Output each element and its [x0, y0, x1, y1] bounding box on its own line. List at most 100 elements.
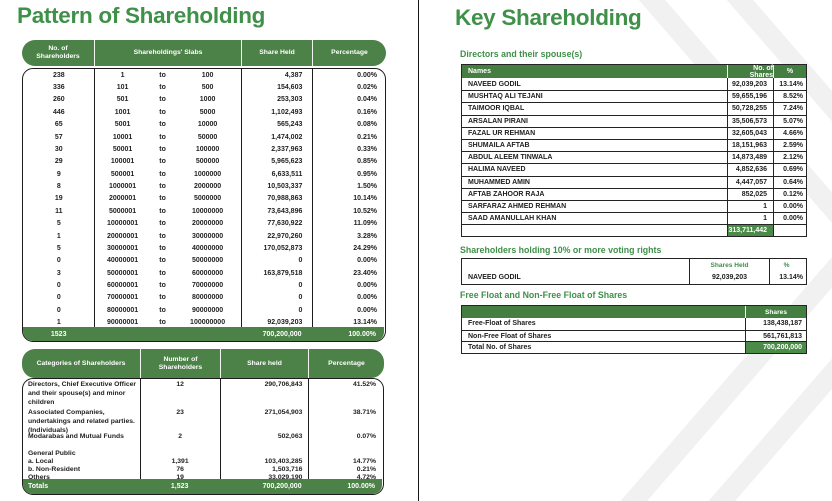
slab-to: 60000000	[192, 269, 224, 277]
category-label: a. Local	[28, 457, 54, 465]
slab-from: 10001	[112, 133, 133, 141]
voting-rights-table: Shares Held % NAVEED GODIL 92,039,203 13…	[461, 258, 807, 285]
category-count: 2	[178, 432, 183, 440]
slab-range: 10001 to 50000	[95, 134, 241, 141]
category-count: 23	[176, 408, 184, 416]
float-row-value: 138,438,187	[745, 318, 806, 330]
percentage-value: 11.09%	[353, 220, 377, 228]
slab-to-label: to	[159, 282, 166, 290]
categories-table-row: b. Non-Resident 76 1,503,716 0.21%	[23, 464, 383, 473]
shareholders-count: 1	[56, 232, 61, 240]
slab-range: 60000001 to 70000000	[95, 282, 241, 289]
director-shares: 18,151,963	[727, 139, 773, 152]
director-percent: 4.66%	[773, 127, 806, 139]
slab-to: 10000	[197, 121, 218, 129]
percentage-value: 0.02%	[357, 84, 377, 92]
directors-table-row: AFTAB ZAHOOR RAJA 852,025 0.12%	[462, 187, 806, 200]
slab-range: 40000001 to 50000000	[95, 257, 241, 264]
share-held-value: 2,337,963	[271, 145, 303, 153]
percentage-value: 0.00%	[357, 257, 377, 265]
slab-to-label: to	[159, 220, 166, 228]
float-row-value: 561,761,813	[745, 330, 806, 342]
director-name: FAZAL UR REHMAN	[468, 129, 536, 137]
slabs-table-row: 8 1000001 to 2000000 10,503,337 1.50%	[23, 180, 385, 192]
total-percentage: 100.00%	[348, 330, 376, 338]
slab-to-label: to	[159, 257, 166, 265]
slab-range: 10000001 to 20000000	[95, 220, 241, 227]
category-label: Associated Companies, undertakings and r…	[28, 408, 135, 435]
voting-header-shares-held: Shares Held	[689, 259, 769, 271]
slabs-table-row: 1 90000001 to 100000000 92,039,203 13.14…	[23, 317, 385, 329]
slab-to-label: to	[159, 269, 166, 277]
director-percent: 0.00%	[773, 200, 806, 213]
shareholders-count: 238	[52, 71, 65, 79]
percentage-value: 13.14%	[353, 319, 377, 327]
float-rows: Free-Float of Shares 138,438,187 Non-Fre…	[462, 318, 806, 342]
voting-table-row: NAVEED GODIL 92,039,203 13.14%	[462, 271, 806, 284]
shareholders-count: 57	[54, 133, 63, 141]
director-shares: 4,852,636	[727, 164, 773, 176]
category-shares: 502,063	[277, 432, 303, 440]
category-count: 76	[176, 465, 184, 473]
slab-from: 50001	[112, 145, 133, 153]
percentage-value: 0.00%	[357, 294, 377, 302]
total-shareholders: 1523	[50, 330, 67, 338]
percentage-value: 23.40%	[353, 269, 377, 277]
category-label: Modarabas and Mutual Funds	[28, 432, 124, 440]
share-held-value: 154,603	[277, 84, 303, 92]
slabs-header-share-held: Share Held	[241, 40, 312, 66]
category-label: Directors, Chief Executive Officer and t…	[28, 380, 137, 407]
slabs-table-row: 65 5001 to 10000 565,243 0.08%	[23, 119, 385, 131]
slabs-table-row: 29 100001 to 500000 5,965,623 0.85%	[23, 156, 385, 168]
slabs-rows: 238 1 to 100 4,387 0.00% 336 101 to 500 …	[23, 69, 385, 329]
slab-to: 50000000	[192, 257, 224, 265]
percentage-value: 0.95%	[357, 170, 377, 178]
director-name: SHUMAILA AFTAB	[468, 142, 530, 150]
slabs-table-row: 57 10001 to 50000 1,474,002 0.21%	[23, 131, 385, 143]
slab-from: 90000001	[107, 319, 139, 327]
percentage-value: 0.00%	[357, 306, 377, 314]
share-held-value: 10,503,337	[267, 183, 303, 191]
shareholders-count: 0	[56, 282, 61, 290]
share-held-value: 163,879,518	[263, 269, 303, 277]
slab-to: 100000	[195, 145, 220, 153]
director-percent: 0.12%	[773, 188, 806, 200]
shareholders-count: 446	[52, 108, 65, 116]
director-shares: 59,655,196	[727, 91, 773, 103]
float-total-row: Total No. of Shares 700,200,000	[462, 341, 806, 354]
share-held-value: 0	[298, 257, 303, 265]
slab-range: 50001 to 100000	[95, 146, 241, 153]
director-shares: 1	[727, 200, 773, 213]
slab-to: 50000	[197, 133, 218, 141]
column-separator	[220, 379, 221, 480]
slabs-table-row: 446 1001 to 5000 1,102,493 0.16%	[23, 106, 385, 118]
slab-range: 1000001 to 2000000	[95, 183, 241, 190]
shareholders-count: 0	[56, 294, 61, 302]
shareholders-count: 1	[56, 319, 61, 327]
share-held-value: 253,303	[277, 96, 303, 104]
slab-to-label: to	[159, 195, 166, 203]
categories-header-number: Number of Shareholders	[140, 349, 220, 378]
slab-to-label: to	[159, 71, 166, 79]
float-table-header: Shares	[462, 306, 806, 318]
category-count: 1,391	[171, 457, 189, 465]
shareholders-count: 336	[52, 84, 65, 92]
slab-from: 101	[116, 84, 129, 92]
categories-rows: Directors, Chief Executive Officer and t…	[23, 379, 383, 481]
slab-from: 30000001	[107, 244, 139, 252]
slab-to-label: to	[159, 158, 166, 166]
category-percentage: 41.52%	[352, 380, 376, 388]
category-percentage: 4.72%	[356, 473, 376, 481]
slabs-header-percentage: Percentage	[312, 40, 386, 66]
categories-table-row: Modarabas and Mutual Funds 2 502,063 0.0…	[23, 431, 383, 448]
float-row-label: Free-Float of Shares	[468, 320, 536, 328]
directors-table-row: SHUMAILA AFTAB 18,151,963 2.59%	[462, 138, 806, 152]
directors-rows: NAVEED GODIL 92,039,203 13.14% MUSHTAQ A…	[462, 78, 806, 225]
slab-to-label: to	[159, 121, 166, 129]
categories-table-row: a. Local 1,391 103,403,285 14.77%	[23, 456, 383, 465]
slab-to-label: to	[159, 96, 166, 104]
director-name: SAAD AMANULLAH KHAN	[468, 215, 557, 223]
director-percent: 8.52%	[773, 91, 806, 103]
shareholders-count: 11	[55, 207, 63, 215]
slab-to-label: to	[159, 108, 166, 116]
